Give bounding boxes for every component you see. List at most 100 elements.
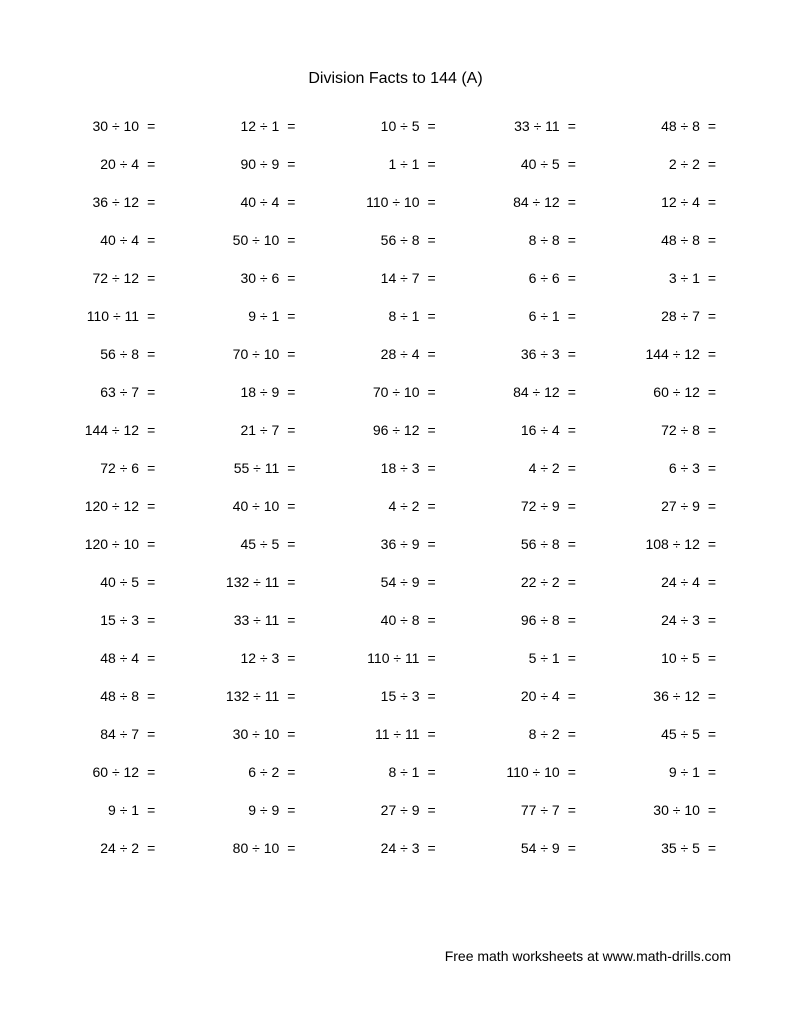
- problem-expression: 9 ÷ 1: [71, 802, 139, 818]
- equals-sign: =: [568, 726, 580, 742]
- division-problem: 22 ÷ 2=: [471, 574, 601, 590]
- problem-expression: 72 ÷ 8: [632, 422, 700, 438]
- problem-expression: 12 ÷ 3: [211, 650, 279, 666]
- problem-expression: 8 ÷ 8: [492, 232, 560, 248]
- division-problem: 12 ÷ 3=: [190, 650, 320, 666]
- equals-sign: =: [287, 156, 299, 172]
- division-problem: 40 ÷ 5=: [471, 156, 601, 172]
- problem-expression: 40 ÷ 10: [211, 498, 279, 514]
- problem-expression: 132 ÷ 11: [211, 688, 279, 704]
- division-problem: 11 ÷ 11=: [330, 726, 460, 742]
- division-problem: 21 ÷ 7=: [190, 422, 320, 438]
- equals-sign: =: [427, 688, 439, 704]
- problem-expression: 14 ÷ 7: [351, 270, 419, 286]
- division-problem: 72 ÷ 9=: [471, 498, 601, 514]
- division-problem: 6 ÷ 6=: [471, 270, 601, 286]
- equals-sign: =: [568, 688, 580, 704]
- problem-expression: 56 ÷ 8: [492, 536, 560, 552]
- equals-sign: =: [287, 498, 299, 514]
- equals-sign: =: [287, 764, 299, 780]
- equals-sign: =: [708, 802, 720, 818]
- problem-expression: 8 ÷ 1: [351, 308, 419, 324]
- problem-expression: 120 ÷ 10: [71, 536, 139, 552]
- problem-expression: 72 ÷ 6: [71, 460, 139, 476]
- equals-sign: =: [427, 764, 439, 780]
- equals-sign: =: [708, 460, 720, 476]
- equals-sign: =: [287, 460, 299, 476]
- division-problem: 84 ÷ 7=: [50, 726, 180, 742]
- division-problem: 40 ÷ 5=: [50, 574, 180, 590]
- division-problem: 12 ÷ 1=: [190, 118, 320, 134]
- division-problem: 27 ÷ 9=: [330, 802, 460, 818]
- equals-sign: =: [568, 194, 580, 210]
- division-problem: 18 ÷ 3=: [330, 460, 460, 476]
- equals-sign: =: [147, 802, 159, 818]
- problem-expression: 9 ÷ 9: [211, 802, 279, 818]
- equals-sign: =: [427, 156, 439, 172]
- problem-expression: 6 ÷ 2: [211, 764, 279, 780]
- division-problem: 56 ÷ 8=: [471, 536, 601, 552]
- equals-sign: =: [427, 612, 439, 628]
- equals-sign: =: [287, 536, 299, 552]
- division-problem: 12 ÷ 4=: [611, 194, 741, 210]
- division-problem: 63 ÷ 7=: [50, 384, 180, 400]
- equals-sign: =: [147, 346, 159, 362]
- problem-expression: 110 ÷ 10: [492, 764, 560, 780]
- division-problem: 10 ÷ 5=: [611, 650, 741, 666]
- problem-expression: 8 ÷ 2: [492, 726, 560, 742]
- division-problem: 56 ÷ 8=: [50, 346, 180, 362]
- equals-sign: =: [287, 422, 299, 438]
- equals-sign: =: [147, 156, 159, 172]
- division-problem: 40 ÷ 10 =: [190, 498, 320, 514]
- equals-sign: =: [708, 764, 720, 780]
- equals-sign: =: [708, 726, 720, 742]
- division-problem: 15 ÷ 3=: [50, 612, 180, 628]
- equals-sign: =: [287, 232, 299, 248]
- equals-sign: =: [427, 498, 439, 514]
- equals-sign: =: [708, 270, 720, 286]
- division-problem: 18 ÷ 9=: [190, 384, 320, 400]
- problem-expression: 11 ÷ 11: [351, 726, 419, 742]
- equals-sign: =: [708, 840, 720, 856]
- equals-sign: =: [708, 498, 720, 514]
- problem-expression: 16 ÷ 4: [492, 422, 560, 438]
- problem-expression: 6 ÷ 3: [632, 460, 700, 476]
- division-problem: 110 ÷ 10 =: [471, 764, 601, 780]
- division-problem: 144 ÷ 12=: [611, 346, 741, 362]
- division-problem: 15 ÷ 3 =: [330, 688, 460, 704]
- problem-expression: 27 ÷ 9: [351, 802, 419, 818]
- equals-sign: =: [427, 574, 439, 590]
- equals-sign: =: [287, 574, 299, 590]
- division-problem: 8 ÷ 1=: [330, 308, 460, 324]
- equals-sign: =: [568, 764, 580, 780]
- equals-sign: =: [568, 422, 580, 438]
- division-problem: 4 ÷ 2=: [471, 460, 601, 476]
- problem-expression: 54 ÷ 9: [492, 840, 560, 856]
- problem-expression: 40 ÷ 8: [351, 612, 419, 628]
- division-problem: 16 ÷ 4 =: [471, 422, 601, 438]
- equals-sign: =: [568, 308, 580, 324]
- problem-expression: 28 ÷ 4: [351, 346, 419, 362]
- problem-expression: 1 ÷ 1: [351, 156, 419, 172]
- equals-sign: =: [708, 612, 720, 628]
- problem-expression: 15 ÷ 3: [351, 688, 419, 704]
- problem-expression: 35 ÷ 5: [632, 840, 700, 856]
- equals-sign: =: [708, 118, 720, 134]
- problem-expression: 8 ÷ 1: [351, 764, 419, 780]
- footer-text: Free math worksheets at www.math-drills.…: [445, 948, 731, 964]
- equals-sign: =: [568, 384, 580, 400]
- problem-expression: 36 ÷ 9: [351, 536, 419, 552]
- division-problem: 9 ÷ 1=: [190, 308, 320, 324]
- division-problem: 5 ÷ 1=: [471, 650, 601, 666]
- equals-sign: =: [287, 270, 299, 286]
- problem-expression: 84 ÷ 12: [492, 384, 560, 400]
- division-problem: 30 ÷ 10=: [190, 726, 320, 742]
- problem-expression: 84 ÷ 12: [492, 194, 560, 210]
- equals-sign: =: [427, 460, 439, 476]
- problem-expression: 72 ÷ 12: [71, 270, 139, 286]
- division-problem: 80 ÷ 10=: [190, 840, 320, 856]
- division-problem: 10 ÷ 5=: [330, 118, 460, 134]
- division-problem: 110 ÷ 11=: [330, 650, 460, 666]
- equals-sign: =: [568, 498, 580, 514]
- division-problem: 48 ÷ 8=: [611, 118, 741, 134]
